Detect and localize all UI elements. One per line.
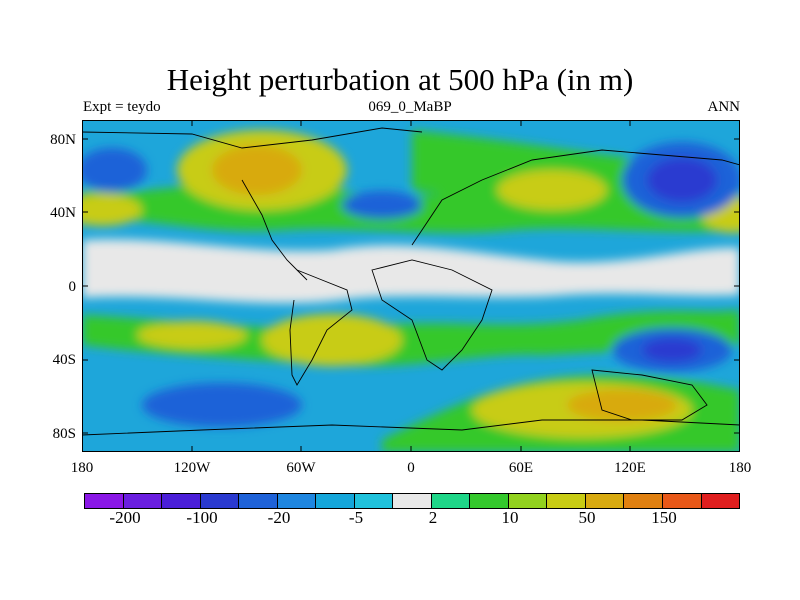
colorbar-label: 150: [651, 508, 677, 527]
colorbar-label: -20: [267, 508, 291, 527]
colorbar-label: 50: [578, 508, 596, 527]
coast-africa: [371, 259, 493, 371]
period-label: 069_0_MaBP: [368, 99, 452, 115]
colorbar-swatch: [701, 494, 740, 508]
coast-australia: [591, 369, 708, 421]
colorbar-swatch: [431, 494, 471, 508]
southern-ocean-ridge-core: [567, 389, 677, 421]
colorbar-swatch: [277, 494, 317, 508]
colorbar-label: -5: [348, 508, 364, 527]
colorbar-swatch: [624, 494, 663, 508]
south-pacific-ridge: [137, 321, 247, 349]
lat-label: 80N: [50, 132, 76, 148]
tropical-band: [82, 239, 740, 304]
colorbar-swatch: [316, 494, 355, 508]
colorbar-swatch: [85, 494, 124, 508]
lat-label: 0: [68, 279, 77, 295]
colorbar-swatch: [200, 494, 240, 508]
colorbar-swatch: [662, 494, 702, 508]
lon-label: 120E: [614, 460, 646, 476]
colorbar-swatch: [123, 494, 163, 508]
lon-label: 60W: [286, 460, 316, 476]
coast-south-america: [289, 269, 353, 386]
colorbar-label: 2: [428, 508, 438, 527]
coast-arctic: [82, 127, 423, 149]
ne-asia-trough-core: [647, 158, 717, 202]
colorbar-swatch: [508, 494, 548, 508]
colorbar-swatch: [547, 494, 586, 508]
colorbar-swatch: [354, 494, 394, 508]
lon-label: 0: [407, 460, 415, 476]
south-pacific-trough-core: [642, 338, 702, 362]
colorbar-swatch: [585, 494, 625, 508]
n-atlantic-trough: [342, 191, 422, 219]
n-pacific-trough: [82, 148, 147, 192]
colorbar-swatch: [239, 494, 278, 508]
contour-map: [82, 120, 740, 452]
southern-green-belt: [82, 310, 740, 366]
experiment-label: Expt = teydo: [83, 99, 161, 115]
colorbar-label: 10: [501, 508, 519, 527]
southern-ocean-trough: [142, 383, 302, 427]
lat-label: 40S: [52, 352, 76, 368]
colorbar: [84, 493, 740, 509]
coast-north-america: [241, 179, 308, 281]
colorbar-swatch: [470, 494, 509, 508]
lat-label: 80S: [52, 426, 76, 442]
asia-ridge: [497, 170, 607, 210]
colorbar-swatch: [393, 494, 432, 508]
coast-eurasia: [411, 149, 740, 246]
map-panel: [82, 120, 740, 452]
lon-label: 60E: [508, 460, 534, 476]
lat-label: 40N: [50, 205, 76, 221]
coastlines: [82, 127, 740, 436]
plot-title: Height perturbation at 500 hPa (in m): [166, 62, 634, 97]
lon-label: 180: [728, 460, 752, 476]
na-ridge-inner: [212, 145, 302, 195]
colorbar-label: -100: [186, 508, 218, 527]
season-label: ANN: [707, 99, 741, 115]
axis-ticks: [82, 120, 740, 452]
lon-label: 180: [70, 460, 94, 476]
south-atlantic-ridge: [262, 314, 402, 366]
colorbar-swatch: [162, 494, 201, 508]
colorbar-label: -200: [109, 508, 141, 527]
coast-antarctica: [82, 419, 740, 436]
pacific-ridge-west: [82, 194, 142, 226]
lon-label: 120W: [173, 460, 211, 476]
